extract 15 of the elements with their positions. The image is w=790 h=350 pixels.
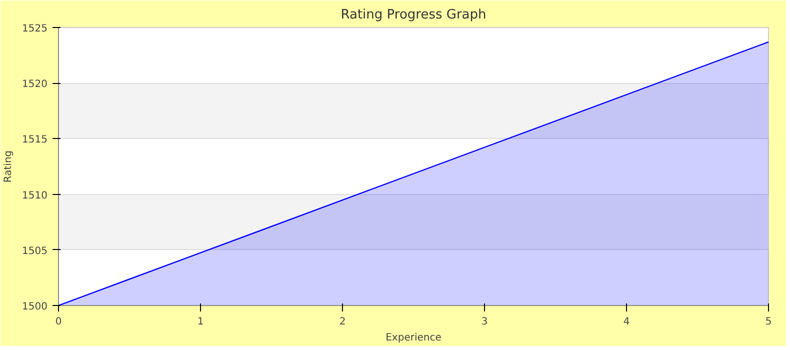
x-tick-label: 5 [765,316,772,328]
x-tick-label: 2 [339,316,346,328]
y-tick-label: 1505 [22,246,48,257]
y-tick-label: 1525 [22,24,48,34]
y-tick-label: 1520 [22,79,48,90]
y-axis-title: Rating [3,150,14,183]
chart-title: Rating Progress Graph [340,8,486,22]
x-tick-label: 3 [481,316,488,328]
y-tick-label: 1500 [22,302,48,312]
x-tick-label: 4 [623,316,630,328]
x-tick-label: 0 [55,316,62,328]
x-axis-title: Experience [386,332,442,344]
y-tick-label: 1515 [22,134,48,146]
y-tick-label: 1510 [22,190,48,202]
x-tick-label: 1 [197,316,204,328]
